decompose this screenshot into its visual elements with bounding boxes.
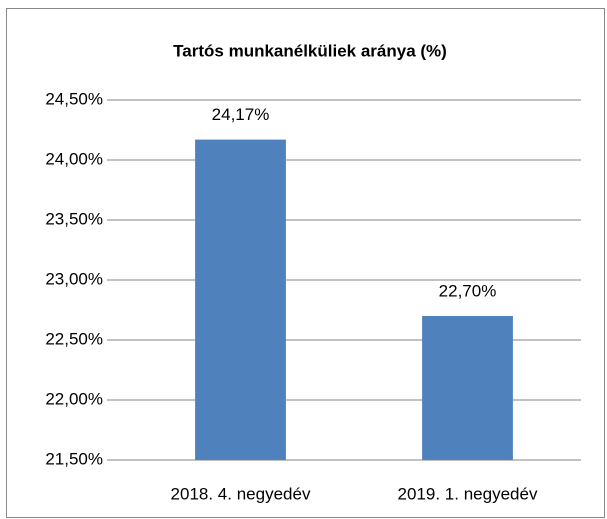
y-tick-label: 22,50% [45, 329, 103, 348]
bar [195, 139, 286, 460]
chart-title: Tartós munkanélküliek aránya (%) [173, 41, 447, 60]
y-tick-label: 21,50% [45, 449, 103, 468]
y-tick-label: 24,00% [45, 149, 103, 168]
bar [422, 316, 513, 460]
y-tick-label: 24,50% [45, 89, 103, 108]
y-tick-label: 23,00% [45, 269, 103, 288]
y-tick-label: 23,50% [45, 209, 103, 228]
x-tick-label: 2019. 1. negyedév [398, 484, 538, 503]
data-label: 24,17% [212, 105, 270, 124]
x-tick-label: 2018. 4. negyedév [171, 484, 311, 503]
y-tick-label: 22,00% [45, 389, 103, 408]
chart-border [6, 8, 605, 518]
data-label: 22,70% [439, 281, 497, 300]
